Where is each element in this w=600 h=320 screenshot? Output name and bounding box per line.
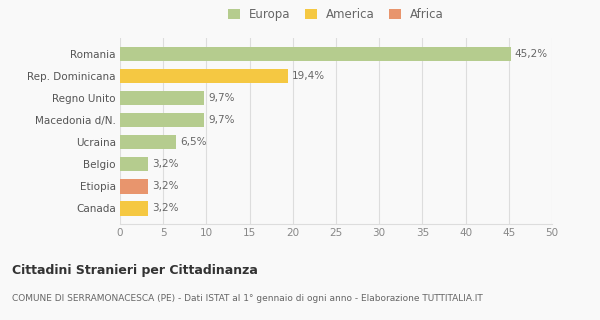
Bar [120, 69, 287, 83]
Bar [120, 179, 148, 194]
Text: 3,2%: 3,2% [152, 181, 178, 191]
Bar [120, 113, 204, 127]
Text: 45,2%: 45,2% [515, 49, 548, 59]
Bar [120, 157, 148, 172]
Text: Cittadini Stranieri per Cittadinanza: Cittadini Stranieri per Cittadinanza [12, 264, 258, 277]
Text: 3,2%: 3,2% [152, 204, 178, 213]
Text: 6,5%: 6,5% [181, 137, 207, 147]
Text: 3,2%: 3,2% [152, 159, 178, 169]
Text: 9,7%: 9,7% [208, 115, 235, 125]
Legend: Europa, America, Africa: Europa, America, Africa [223, 4, 449, 26]
Text: 19,4%: 19,4% [292, 71, 325, 81]
Bar [120, 135, 176, 149]
Text: COMUNE DI SERRAMONACESCA (PE) - Dati ISTAT al 1° gennaio di ogni anno - Elaboraz: COMUNE DI SERRAMONACESCA (PE) - Dati IST… [12, 294, 483, 303]
Bar [120, 47, 511, 61]
Text: 9,7%: 9,7% [208, 93, 235, 103]
Bar [120, 91, 204, 105]
Bar [120, 201, 148, 216]
